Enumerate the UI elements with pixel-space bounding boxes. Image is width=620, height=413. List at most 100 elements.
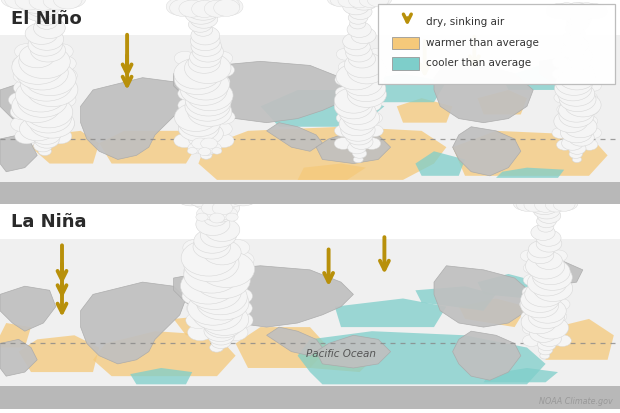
Circle shape <box>587 4 607 18</box>
Circle shape <box>533 201 560 219</box>
Circle shape <box>187 97 232 126</box>
Circle shape <box>559 99 595 122</box>
Circle shape <box>540 352 550 359</box>
Text: warmer than average: warmer than average <box>426 38 539 48</box>
Circle shape <box>347 21 371 38</box>
Circle shape <box>533 264 572 290</box>
Circle shape <box>25 23 58 45</box>
Circle shape <box>365 112 383 124</box>
Circle shape <box>536 230 561 246</box>
Circle shape <box>513 196 535 210</box>
Circle shape <box>538 331 561 347</box>
Circle shape <box>338 0 360 4</box>
Circle shape <box>33 17 65 38</box>
Circle shape <box>185 3 217 24</box>
Circle shape <box>534 198 557 212</box>
Circle shape <box>559 66 595 90</box>
Circle shape <box>343 0 370 15</box>
Circle shape <box>559 58 585 75</box>
Bar <box>0 182 620 204</box>
Circle shape <box>15 128 38 144</box>
Circle shape <box>581 116 598 127</box>
Circle shape <box>370 0 392 6</box>
Polygon shape <box>174 266 353 327</box>
Circle shape <box>582 104 599 115</box>
Circle shape <box>549 5 569 19</box>
Circle shape <box>562 136 583 150</box>
Circle shape <box>209 75 230 89</box>
Circle shape <box>187 80 233 111</box>
Circle shape <box>217 182 247 202</box>
Circle shape <box>538 338 556 351</box>
Circle shape <box>546 4 567 18</box>
Circle shape <box>175 186 206 206</box>
Circle shape <box>175 183 206 203</box>
Polygon shape <box>539 57 583 82</box>
Polygon shape <box>477 90 527 114</box>
Circle shape <box>214 110 235 124</box>
Circle shape <box>551 262 569 274</box>
Circle shape <box>217 187 247 207</box>
Polygon shape <box>310 348 372 372</box>
Circle shape <box>29 0 58 10</box>
Circle shape <box>180 74 228 105</box>
Circle shape <box>30 28 64 50</box>
Circle shape <box>520 250 538 262</box>
Circle shape <box>334 88 373 113</box>
Circle shape <box>179 0 205 13</box>
Circle shape <box>217 0 243 15</box>
Circle shape <box>334 138 352 150</box>
Circle shape <box>185 0 221 20</box>
Circle shape <box>554 92 571 103</box>
Circle shape <box>520 299 538 310</box>
Circle shape <box>30 39 66 62</box>
Circle shape <box>552 69 569 80</box>
Circle shape <box>565 93 601 117</box>
Polygon shape <box>298 164 366 180</box>
Circle shape <box>184 256 239 293</box>
Circle shape <box>48 128 72 144</box>
Circle shape <box>562 32 585 47</box>
Circle shape <box>580 69 597 80</box>
Circle shape <box>51 116 74 132</box>
Circle shape <box>556 6 577 19</box>
Circle shape <box>521 293 559 318</box>
Circle shape <box>187 300 211 316</box>
Circle shape <box>552 299 570 310</box>
Circle shape <box>549 3 569 17</box>
Circle shape <box>343 70 383 96</box>
Circle shape <box>524 198 546 212</box>
Circle shape <box>15 44 38 59</box>
Circle shape <box>29 109 74 138</box>
Circle shape <box>334 125 352 137</box>
Polygon shape <box>236 327 329 368</box>
Circle shape <box>546 194 567 209</box>
Circle shape <box>556 3 577 16</box>
Circle shape <box>205 0 230 13</box>
Bar <box>0 239 620 387</box>
Circle shape <box>187 182 217 202</box>
Circle shape <box>196 213 230 235</box>
Circle shape <box>19 117 56 141</box>
Circle shape <box>348 0 379 10</box>
Circle shape <box>348 11 368 24</box>
Circle shape <box>327 0 349 6</box>
FancyBboxPatch shape <box>378 4 615 84</box>
Circle shape <box>561 43 585 58</box>
Circle shape <box>192 0 218 13</box>
Circle shape <box>179 0 205 17</box>
Polygon shape <box>484 368 558 382</box>
Polygon shape <box>298 331 546 385</box>
Circle shape <box>179 115 219 142</box>
Circle shape <box>176 63 197 77</box>
Circle shape <box>205 218 240 242</box>
Circle shape <box>198 147 211 156</box>
Circle shape <box>526 253 565 279</box>
Circle shape <box>198 189 236 214</box>
Circle shape <box>554 110 588 133</box>
Circle shape <box>211 51 232 65</box>
Circle shape <box>11 116 34 132</box>
Circle shape <box>174 103 218 131</box>
Polygon shape <box>453 131 608 176</box>
Circle shape <box>188 52 220 74</box>
